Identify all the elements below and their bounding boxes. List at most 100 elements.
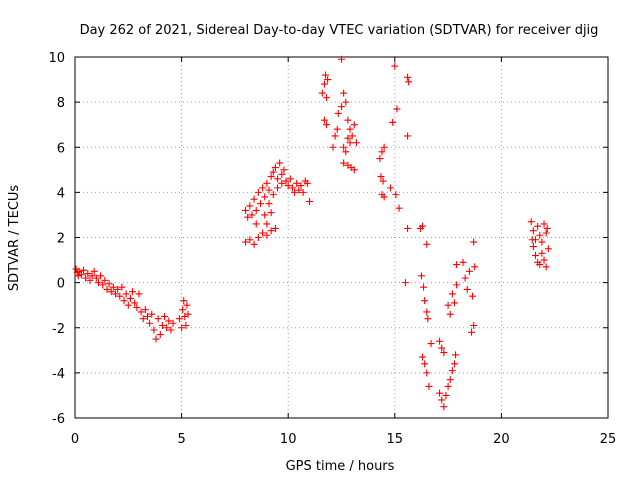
data-point [299,188,307,196]
y-tick-label: 10 [48,51,65,66]
data-point [146,319,154,327]
data-point [263,231,271,239]
data-point [256,200,264,208]
data-point [178,324,186,332]
data-point [376,155,384,163]
data-point [254,234,262,241]
data-point [350,166,358,174]
data-point [244,213,252,221]
data-point [391,62,399,70]
x-axis-label: GPS time / hours [286,459,395,474]
data-point [392,191,400,199]
data-point [114,285,122,293]
data-point [261,193,269,201]
data-point [265,186,273,194]
data-point [528,236,536,244]
data-point [112,290,120,298]
data-point [350,121,358,129]
data-point [179,306,187,314]
data-point [543,224,551,232]
data-point [267,227,275,235]
data-point [297,182,305,190]
data-point [116,292,124,300]
x-tick-label: 25 [600,432,617,447]
data-point [274,184,282,192]
data-point [340,159,348,167]
data-point [320,116,328,124]
data-point [404,73,412,81]
y-tick-label: 2 [57,232,65,247]
data-point [94,279,102,287]
data-point [175,315,183,323]
data-point [423,240,431,248]
data-point [295,186,303,194]
data-point [167,326,175,334]
data-point [442,391,450,399]
y-tick-label: -2 [52,322,65,337]
data-point [468,328,476,336]
data-point [465,267,473,275]
data-point [103,285,111,293]
data-point [99,281,107,289]
data-point [387,184,395,192]
data-point [105,280,113,288]
data-point [538,249,546,257]
data-point [450,360,458,368]
data-point [252,206,260,214]
data-point [124,301,132,309]
data-point [303,179,311,187]
data-point [74,272,82,280]
data-point [331,132,339,140]
data-point [183,301,191,309]
data-point [180,297,188,305]
data-point [419,353,427,361]
data-point [259,229,267,237]
data-point [291,188,299,196]
data-point [276,159,284,167]
data-point [271,224,279,232]
data-point [137,308,145,316]
data-point [182,321,190,329]
data-point [131,299,139,307]
data-point [344,116,352,124]
data-point [143,312,151,320]
y-axis-label: SDTVAR / TECUs [7,185,22,292]
data-point [267,209,275,217]
data-point [438,344,446,352]
data-point [278,179,286,187]
data-points [72,55,552,411]
data-point [470,321,478,329]
data-point [469,292,477,300]
data-point [284,182,292,190]
data-point [459,258,467,266]
data-point [536,231,544,239]
data-point [450,299,458,307]
data-point [436,389,444,397]
data-point [417,272,425,280]
data-point [440,403,448,411]
data-point [263,179,271,187]
data-point [436,337,444,345]
data-point [438,396,446,404]
data-point [148,310,156,318]
data-point [421,297,429,305]
data-point [165,317,173,325]
data-point [246,202,254,210]
data-point [393,105,401,113]
plot-frame [74,56,609,419]
data-point [380,143,388,151]
data-point [88,272,96,280]
data-point [322,71,330,79]
data-point [419,222,427,230]
data-point [129,288,137,296]
y-tick-label: 0 [57,277,65,292]
data-point [338,55,345,63]
x-tick-label: 15 [387,432,404,447]
y-tick-label: 4 [57,186,65,201]
data-point [344,134,352,142]
data-point [267,173,275,181]
data-point [90,267,98,275]
data-point [97,272,105,280]
data-point [77,271,85,279]
data-point [152,335,160,343]
